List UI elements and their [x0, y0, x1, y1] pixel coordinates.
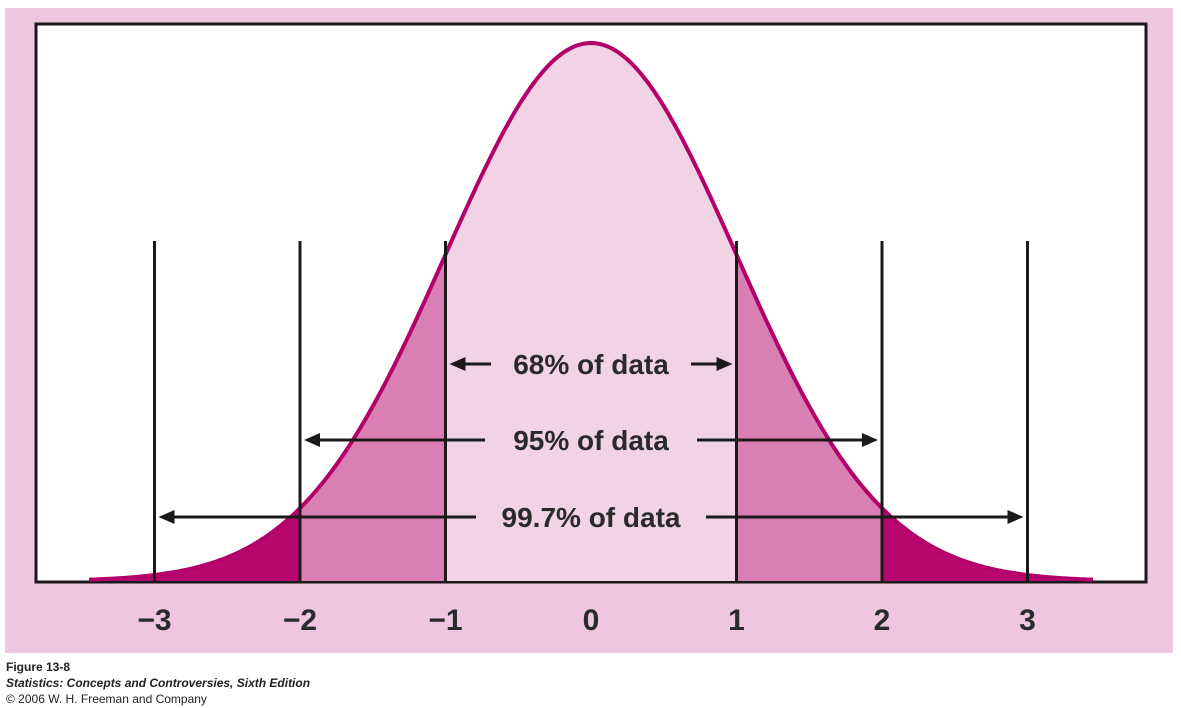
- annotation-label: 68% of data: [513, 349, 669, 380]
- boundary-lines: [153, 241, 1029, 581]
- x-tick-label: 1: [728, 604, 745, 637]
- region-3: [89, 508, 300, 581]
- figure-number: Figure 13-8: [6, 660, 71, 674]
- copyright: © 2006 W. H. Freeman and Company: [6, 692, 207, 706]
- x-tick-label: −2: [283, 604, 317, 637]
- annotation-label: 95% of data: [513, 425, 669, 456]
- arrowhead-right: [716, 357, 733, 371]
- arrowhead-right: [1007, 510, 1024, 524]
- arrowhead-left: [449, 357, 466, 371]
- book-title: Statistics: Concepts and Controversies, …: [6, 676, 311, 690]
- region-0: [445, 43, 737, 581]
- annotation-arrow: 68% of data: [449, 349, 733, 380]
- annotation-arrows: 68% of data 95% of data 99.7% of data: [158, 349, 1024, 533]
- annotation-arrow: 95% of data: [304, 425, 878, 456]
- x-tick-label: 0: [583, 604, 600, 637]
- arrowhead-right: [862, 433, 878, 447]
- x-tick-label: −1: [428, 604, 462, 637]
- x-tick-label: −3: [137, 604, 171, 637]
- shaded-regions: [89, 43, 1093, 581]
- normal-curve-chart: 68% of data 95% of data 99.7% of data −3 −2…: [34, 22, 1148, 637]
- x-tick-labels: −3 −2 −1 0 1 2 3: [137, 604, 1035, 637]
- normal-curve: [88, 40, 1094, 582]
- annotation-label: 99.7% of data: [502, 502, 681, 533]
- arrowhead-left: [158, 510, 175, 524]
- x-tick-label: 3: [1019, 604, 1036, 637]
- x-tick-label: 2: [874, 604, 891, 637]
- annotation-arrow: 99.7% of data: [158, 502, 1024, 533]
- region-4: [882, 508, 1093, 581]
- arrowhead-left: [304, 433, 320, 447]
